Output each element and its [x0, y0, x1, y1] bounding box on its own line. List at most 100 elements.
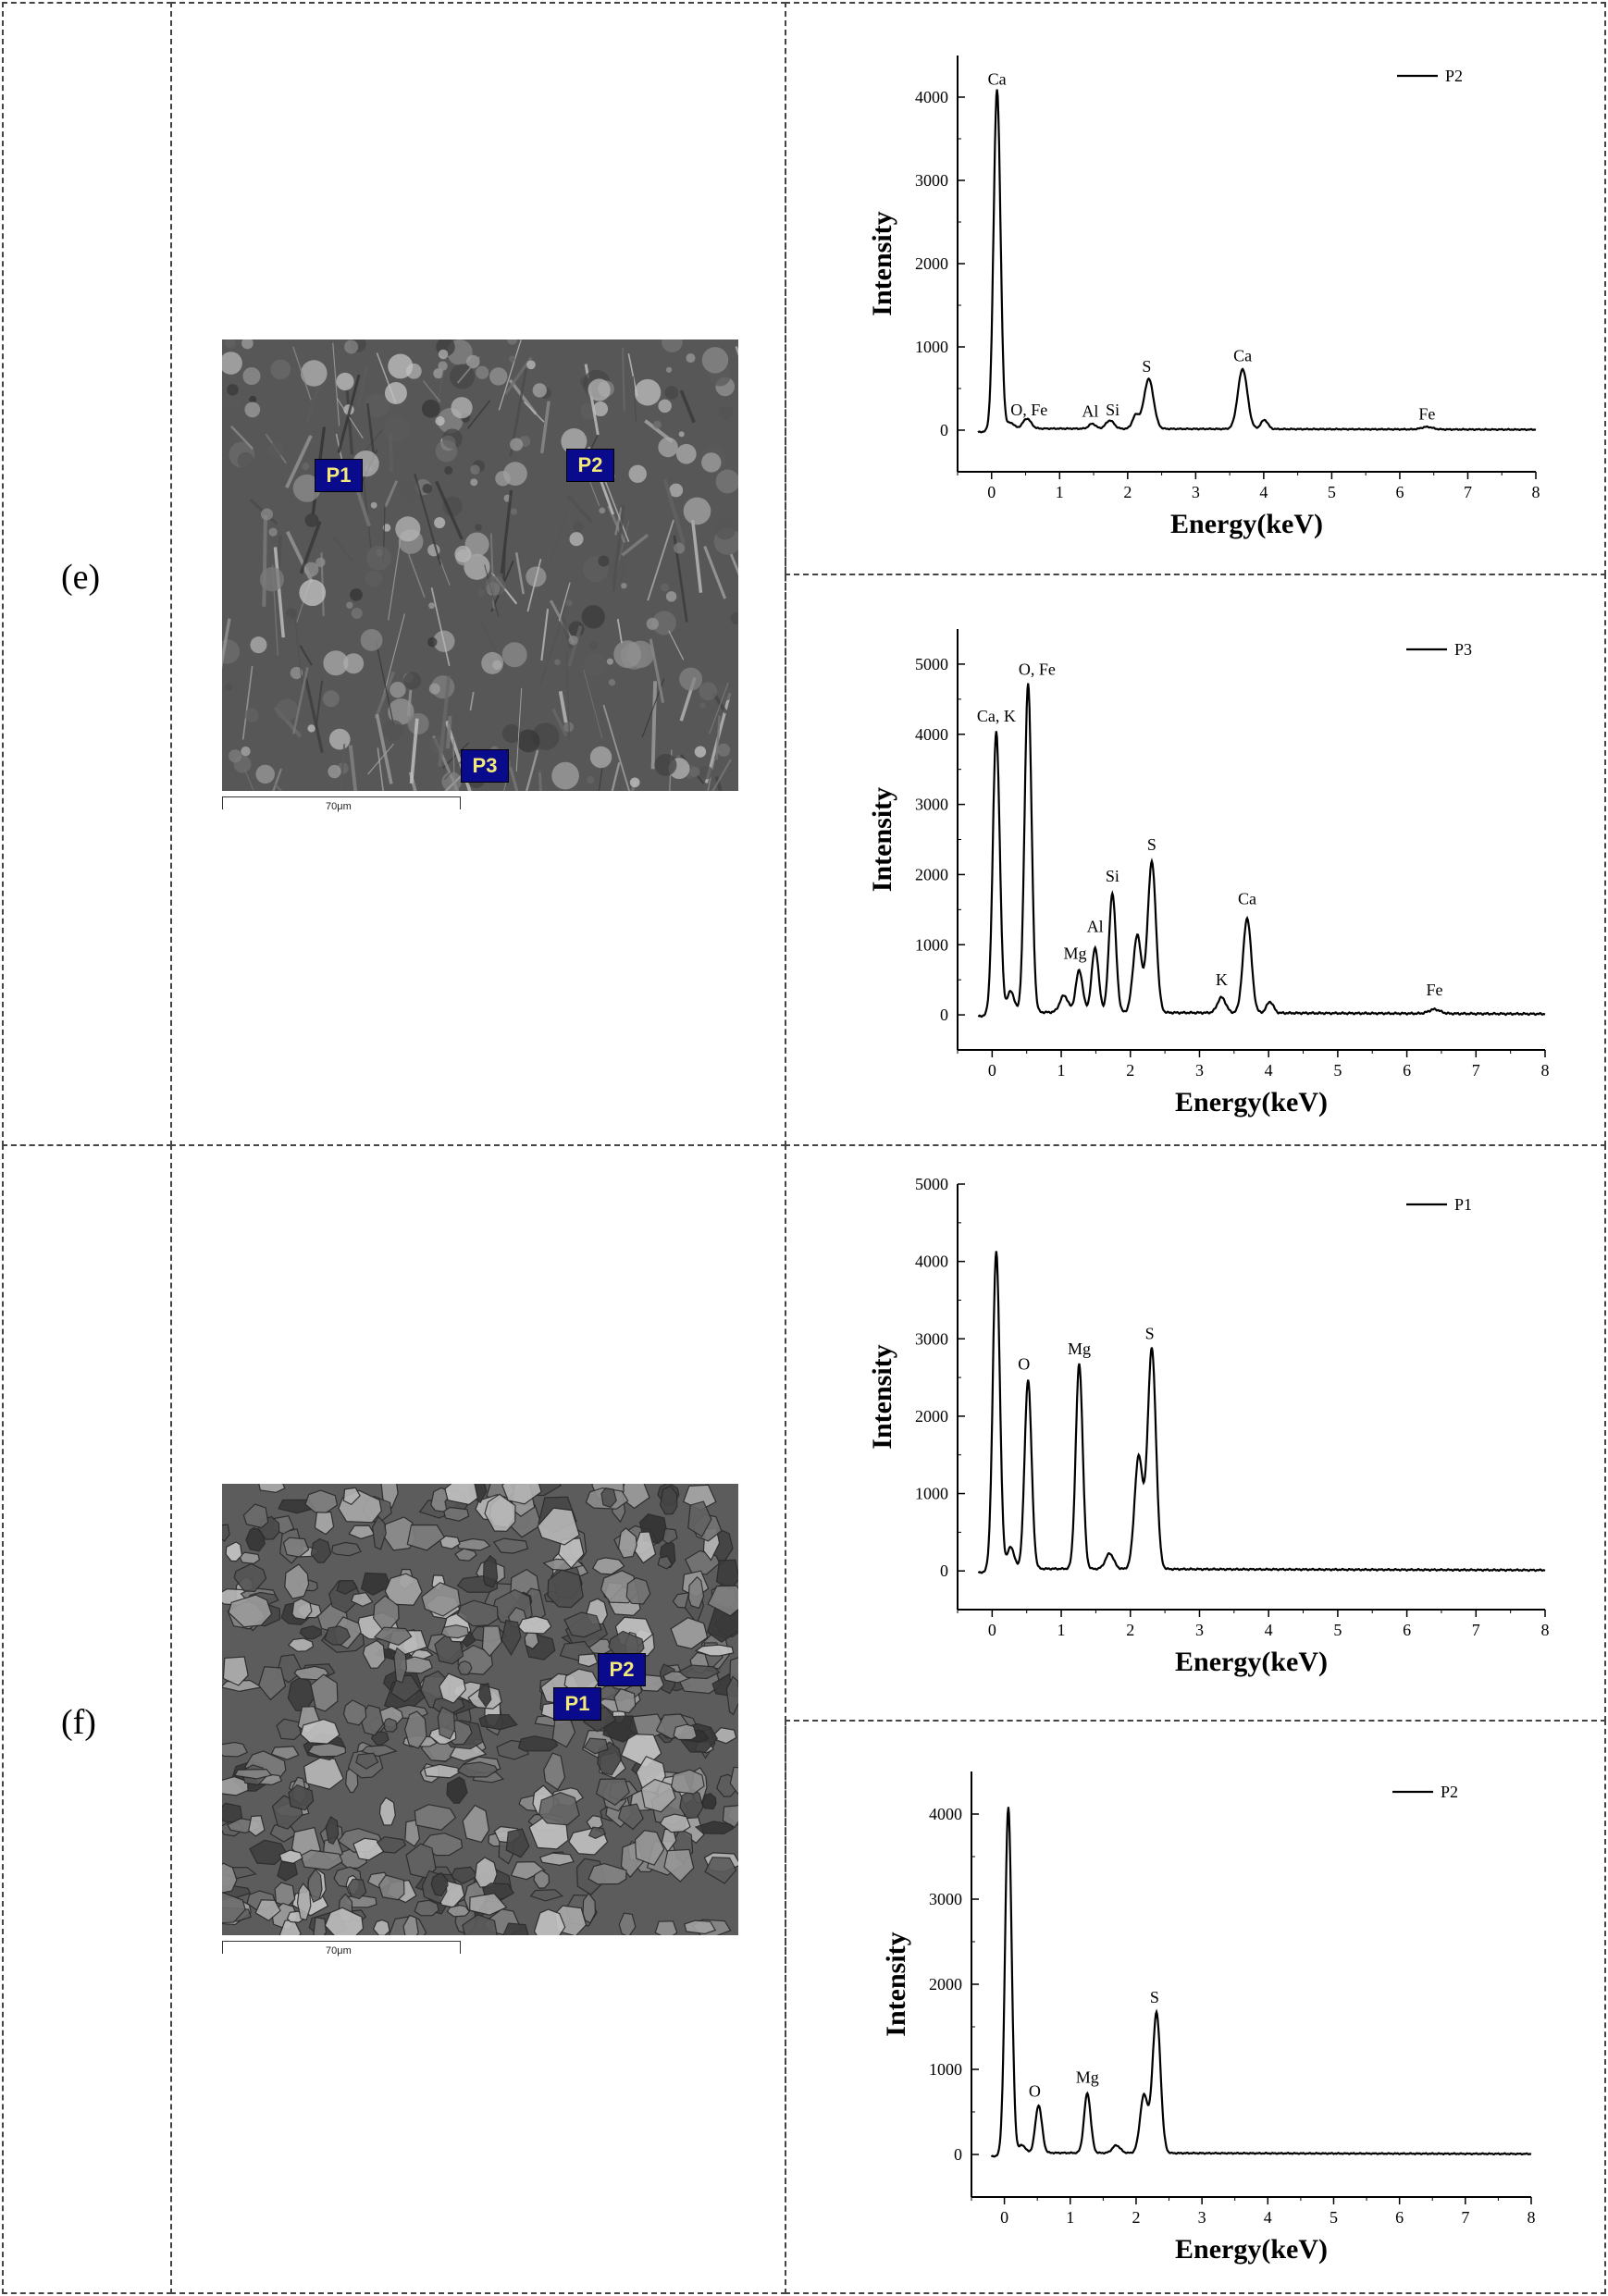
y-axis-label: Intensity: [867, 211, 897, 315]
sem-image-e: [222, 339, 738, 791]
peak-label: Mg: [1068, 1339, 1091, 1358]
x-tick-label: 8: [1541, 1061, 1550, 1080]
spectrum-line: [977, 1251, 1546, 1574]
x-tick-label: 8: [1541, 1621, 1550, 1639]
y-tick-label: 2000: [929, 1975, 962, 1994]
x-axis-label: Energy(keV): [1175, 1087, 1328, 1117]
y-tick-label: 3000: [929, 1890, 962, 1908]
y-axis-label: Intensity: [867, 1344, 897, 1449]
x-tick-label: 7: [1464, 483, 1472, 501]
scale-label-e: 70μm: [326, 801, 352, 812]
point-marker-p2: P2: [598, 1653, 646, 1686]
x-tick-label: 0: [987, 483, 996, 501]
spectrum-line: [977, 89, 1537, 434]
x-axis-label: Energy(keV): [1175, 2234, 1328, 2265]
peak-label: Mg: [1063, 944, 1086, 962]
x-tick-label: 0: [988, 1061, 996, 1080]
point-marker-p1: P1: [315, 459, 363, 492]
y-tick-label: 4000: [915, 88, 948, 106]
y-tick-label: 2000: [915, 1407, 948, 1426]
row-f-chart-bottom-cell: [785, 1720, 1606, 2294]
eds-chart-e-p2: 0 1000 2000 3000 4000 0 1 2 3 4 5 6 7 8 Energy(keV) Int…: [833, 28, 1554, 555]
scale-bar-f: [222, 1941, 461, 1954]
y-tick-label: 4000: [929, 1805, 962, 1823]
x-tick-label: 7: [1472, 1061, 1480, 1080]
x-tick-label: 7: [1472, 1621, 1480, 1639]
scale-label-f: 70μm: [326, 1945, 352, 1957]
y-tick-label: 1000: [929, 2060, 962, 2079]
eds-chart-e-p3: 0 1000 2000 3000 4000 5000 0 1 2 3 4 5 6 7 8 Energy(keV…: [833, 601, 1554, 1129]
y-tick-label: 0: [940, 421, 948, 439]
y-axis-label: Intensity: [867, 787, 897, 892]
y-axis-label: Intensity: [881, 1932, 911, 2036]
x-tick-label: 1: [1056, 483, 1064, 501]
point-marker-p3: P3: [461, 749, 509, 783]
peak-label: Fe: [1418, 404, 1435, 423]
x-tick-label: 2: [1126, 1621, 1134, 1639]
x-tick-label: 1: [1058, 1621, 1066, 1639]
x-tick-label: 6: [1403, 1621, 1411, 1639]
y-tick-label: 0: [940, 1006, 948, 1024]
spectrum-line: [990, 1807, 1532, 2158]
x-tick-label: 3: [1198, 2208, 1206, 2227]
x-tick-label: 4: [1265, 1061, 1273, 1080]
x-tick-label: 1: [1066, 2208, 1074, 2227]
x-axis-label: Energy(keV): [1170, 509, 1323, 539]
x-tick-label: 6: [1395, 2208, 1404, 2227]
peak-label: S: [1150, 1988, 1159, 2006]
y-tick-label: 3000: [915, 171, 948, 190]
peak-label: O: [1018, 1355, 1030, 1374]
y-tick-label: 3000: [915, 796, 948, 814]
y-tick-label: 1000: [915, 338, 948, 356]
x-tick-label: 3: [1195, 1061, 1204, 1080]
x-tick-label: 3: [1195, 1621, 1204, 1639]
peak-label: Mg: [1076, 2068, 1099, 2087]
y-tick-label: 0: [940, 1562, 948, 1580]
x-axis-label: Energy(keV): [1175, 1647, 1328, 1677]
x-tick-label: 2: [1126, 1061, 1134, 1080]
legend-label: P2: [1445, 67, 1463, 85]
x-tick-label: 4: [1259, 483, 1268, 501]
peak-label: Ca: [1233, 346, 1252, 364]
peak-label: Ca: [988, 70, 1007, 89]
x-tick-label: 4: [1264, 2208, 1272, 2227]
peak-label: Ca: [1238, 889, 1256, 907]
peak-label: S: [1145, 1324, 1155, 1342]
x-tick-label: 2: [1132, 2208, 1140, 2227]
x-tick-label: 3: [1192, 483, 1200, 501]
peak-label: O, Fe: [1019, 660, 1056, 678]
peak-label: Fe: [1426, 981, 1442, 999]
y-tick-label: 3000: [915, 1329, 948, 1348]
y-tick-label: 5000: [915, 655, 948, 673]
peak-label: S: [1147, 835, 1157, 854]
peak-label: Al: [1087, 918, 1104, 936]
eds-chart-f-p2: 0 1000 2000 3000 4000 0 1 2 3 4 5 6 7 8 Energy(keV) Int…: [833, 1744, 1554, 2276]
peak-label: Al: [1082, 402, 1098, 421]
eds-chart-f-p1: 0 1000 2000 3000 4000 5000 0 1 2 3 4 5 6 7 8 Energy(keV…: [833, 1161, 1554, 1693]
x-tick-label: 6: [1395, 483, 1404, 501]
x-tick-label: 0: [1000, 2208, 1008, 2227]
x-tick-label: 2: [1123, 483, 1132, 501]
peak-label: O, Fe: [1010, 401, 1047, 419]
x-tick-label: 0: [988, 1621, 996, 1639]
y-tick-label: 0: [954, 2145, 962, 2164]
row-label-e: (e): [61, 558, 101, 597]
spectrum-line: [977, 683, 1546, 1018]
x-tick-label: 6: [1403, 1061, 1411, 1080]
x-tick-label: 4: [1265, 1621, 1273, 1639]
x-tick-label: 5: [1330, 2208, 1338, 2227]
peak-label: S: [1142, 357, 1151, 376]
y-tick-label: 1000: [915, 1485, 948, 1503]
y-tick-label: 4000: [915, 725, 948, 744]
x-tick-label: 8: [1532, 483, 1540, 501]
peak-label: K: [1216, 970, 1228, 989]
y-tick-label: 2000: [915, 865, 948, 883]
peak-label: Si: [1106, 401, 1119, 419]
point-marker-p1: P1: [553, 1687, 601, 1721]
y-tick-label: 1000: [915, 935, 948, 954]
x-tick-label: 8: [1528, 2208, 1536, 2227]
legend-label: P2: [1441, 1783, 1458, 1801]
y-tick-label: 4000: [915, 1253, 948, 1271]
x-tick-label: 5: [1333, 1061, 1342, 1080]
